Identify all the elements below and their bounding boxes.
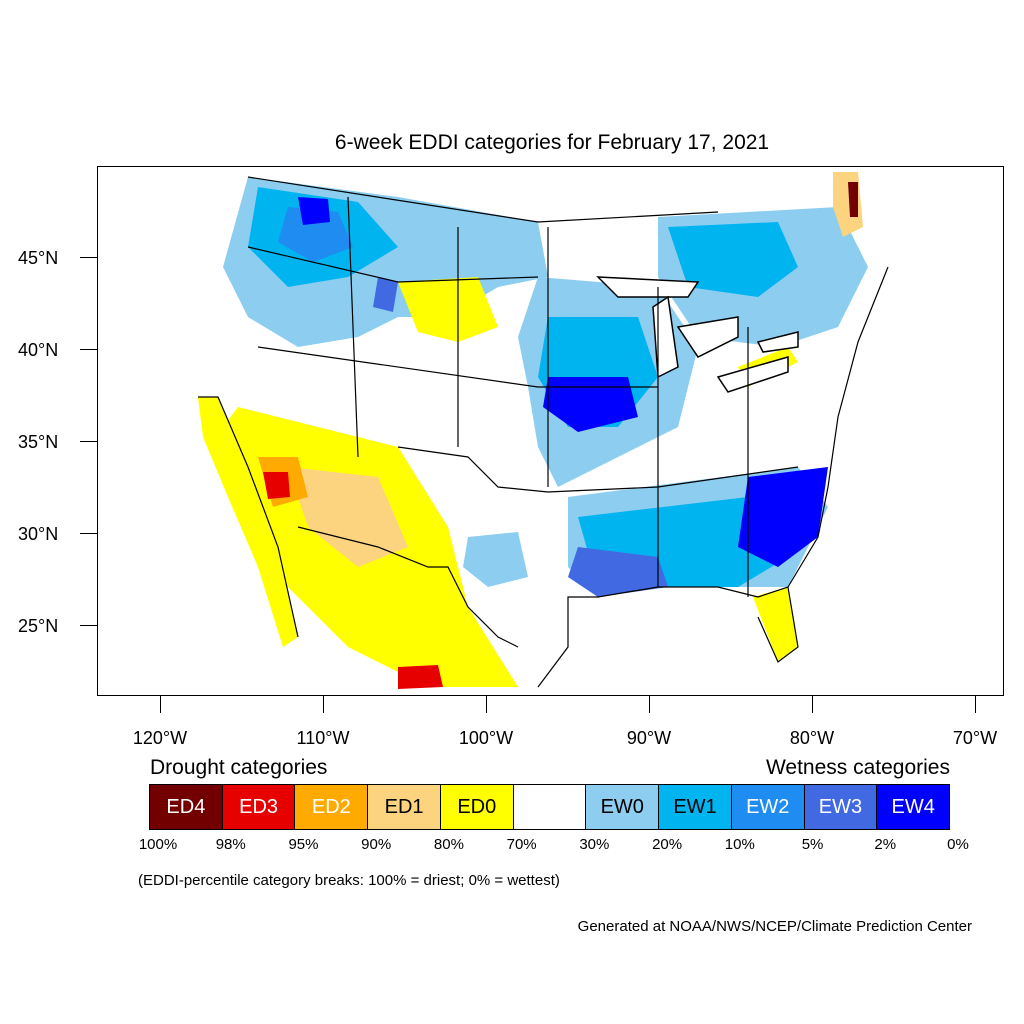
lon-tick (812, 696, 813, 713)
lat-label-30: 30°N (18, 524, 59, 544)
gulf-coast-ew3 (568, 547, 668, 597)
wetness-heading: Wetness categories (765, 756, 950, 779)
percent-break-label: 0% (947, 836, 969, 853)
lat-tick (80, 349, 97, 350)
legend-box-ew3: EW3 (803, 784, 878, 830)
lon-label-80: 80°W (789, 728, 835, 748)
legend-box-ed0: ED0 (439, 784, 514, 830)
carolinas-ew4 (738, 467, 828, 567)
northeast-ed4 (848, 182, 858, 217)
percent-break-label: 100% (138, 836, 178, 853)
lat-label-25: 25°N (18, 616, 59, 636)
lat-label-40: 40°N (18, 340, 59, 360)
conus-map (198, 172, 889, 689)
percent-break-label: 80% (433, 836, 464, 853)
mexico-ed3 (398, 665, 443, 689)
map-panel (97, 166, 1004, 696)
lon-tick (323, 696, 324, 713)
lon-tick (486, 696, 487, 713)
texas-ew0 (463, 532, 528, 587)
great-lakes-ew1 (668, 222, 798, 297)
legend-box-ew4: EW4 (876, 784, 951, 830)
lat-tick (80, 533, 97, 534)
percent-break-label: 2% (874, 836, 897, 853)
breaks-note: (EDDI-percentile category breaks: 100% =… (138, 872, 560, 889)
northwest-ew2 (278, 207, 353, 262)
lon-label-110: 110°W (296, 728, 350, 748)
southwest-ed1 (288, 467, 408, 567)
category-legend: ED4 ED3 ED2 ED1 ED0 EW0 EW1 EW2 EW3 EW4 (149, 784, 951, 830)
great-lakes-water (596, 276, 799, 393)
lat-tick (80, 257, 97, 258)
percent-break-label: 10% (724, 836, 755, 853)
lon-tick (975, 696, 976, 713)
percent-break-label: 98% (215, 836, 246, 853)
legend-box-ed2: ED2 (294, 784, 369, 830)
lat-tick (80, 625, 97, 626)
percent-break-label: 5% (801, 836, 824, 853)
lat-label-45: 45°N (18, 248, 59, 268)
lon-label-120: 120°W (132, 728, 188, 748)
percent-break-label: 20% (652, 836, 683, 853)
idaho-ew3 (373, 277, 398, 312)
map-title: 6-week EDDI categories for February 17, … (334, 131, 770, 154)
lon-label-100: 100°W (458, 728, 514, 748)
lat-tick (80, 441, 97, 442)
iowa-ew4 (543, 377, 638, 432)
lon-tick (649, 696, 650, 713)
lon-label-70: 70°W (952, 728, 998, 748)
legend-box-ew1: EW1 (658, 784, 732, 830)
category-fill-layer (198, 172, 888, 689)
arizona-ed3 (263, 472, 290, 499)
lon-tick (160, 696, 161, 713)
legend-box-ew2: EW2 (730, 784, 805, 830)
percent-break-label: 30% (579, 836, 610, 853)
lon-label-90: 90°W (626, 728, 672, 748)
montana-ed0 (398, 277, 498, 342)
california-ed0 (198, 397, 298, 647)
florida-ed0 (753, 587, 798, 662)
northwest-ew4 (298, 197, 330, 225)
drought-heading: Drought categories (150, 756, 328, 779)
percent-break-label: 90% (361, 836, 392, 853)
percent-break-label: 95% (288, 836, 319, 853)
legend-box-ed4: ED4 (149, 784, 223, 830)
percent-break-label: 70% (506, 836, 537, 853)
credit-line: Generated at NOAA/NWS/NCEP/Climate Predi… (577, 918, 972, 935)
borders (198, 176, 889, 688)
lat-label-35: 35°N (18, 432, 59, 452)
legend-box-ed3: ED3 (221, 784, 296, 830)
legend-box-ew0: EW0 (585, 784, 660, 830)
legend-box-normal (512, 784, 587, 830)
legend-box-ed1: ED1 (367, 784, 441, 830)
